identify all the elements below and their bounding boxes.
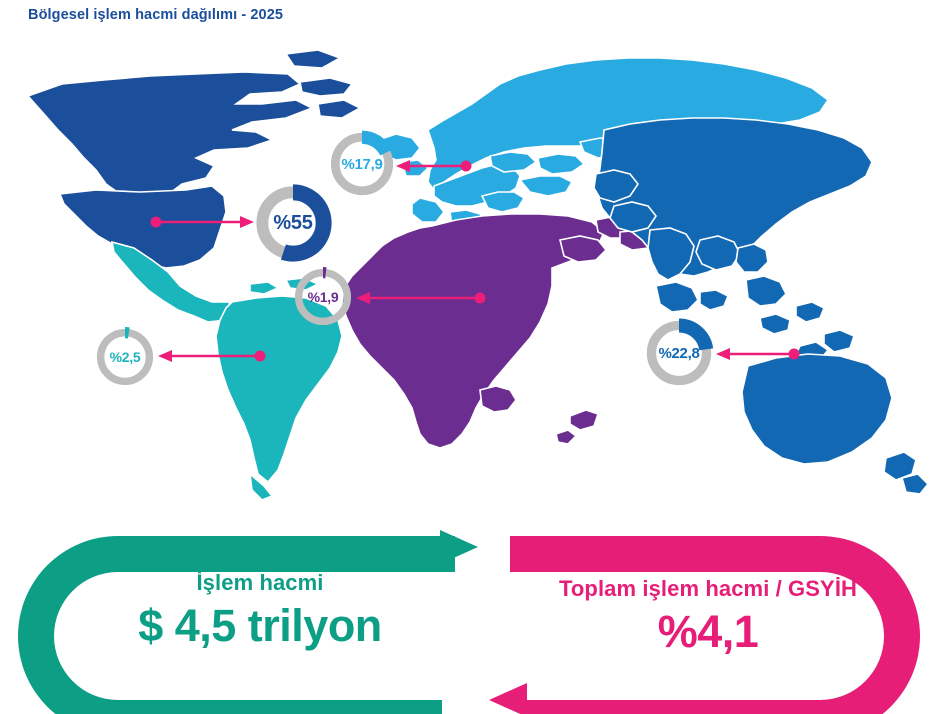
connector-north-america [150, 215, 254, 229]
donut-label-latin-america: %2,5 [109, 349, 141, 365]
connector-europe [396, 159, 472, 173]
left-banner-arrow [18, 530, 478, 714]
donut-label-north-america: %55 [273, 211, 313, 234]
donut-asia-pacific: %22,8 [644, 318, 714, 388]
donut-middle-east-africa: %1,9 [292, 266, 354, 328]
world-map-graphic [26, 49, 930, 501]
donut-ring-asia-pacific [644, 318, 714, 388]
map-region-middle-east-africa [341, 213, 656, 449]
map-region-north-america [26, 49, 362, 269]
connector-middle-east-africa [356, 291, 486, 305]
donut-label-europe: %17,9 [341, 155, 383, 173]
connector-asia-pacific [716, 347, 800, 361]
right-banner-caption: Toplam işlem hacmi / GSYİH [558, 576, 858, 601]
left-banner-caption: İşlem hacmi [196, 570, 324, 595]
donut-ring-latin-america [95, 327, 155, 387]
map-region-latin-america [110, 240, 343, 501]
map-region-asia-pacific [593, 117, 930, 495]
donut-latin-america: %2,5 [94, 326, 156, 388]
donut-ring-north-america [254, 184, 332, 262]
donut-europe: %17,9 [328, 130, 396, 198]
right-banner-arrow [489, 536, 920, 714]
donut-ring-europe [328, 130, 396, 198]
donut-ring-middle-east-africa [293, 267, 353, 327]
donut-label-asia-pacific: %22,8 [658, 344, 700, 362]
left-banner-value: $ 4,5 trilyon [138, 600, 382, 651]
summary-banners: İşlem hacmi $ 4,5 trilyon Toplam işlem h… [0, 522, 938, 714]
banner-arrows-graphic [18, 530, 920, 714]
page-title: Bölgesel işlem hacmi dağılımı - 2025 [28, 7, 284, 23]
world-map-panel: %55 %17,9 %1,9 %2,5 %22,8 [0, 34, 938, 522]
right-banner-value: %4,1 [657, 606, 759, 657]
donut-north-america: %55 [254, 184, 332, 262]
donut-label-middle-east-africa: %1,9 [307, 289, 339, 305]
connector-latin-america [158, 349, 266, 363]
